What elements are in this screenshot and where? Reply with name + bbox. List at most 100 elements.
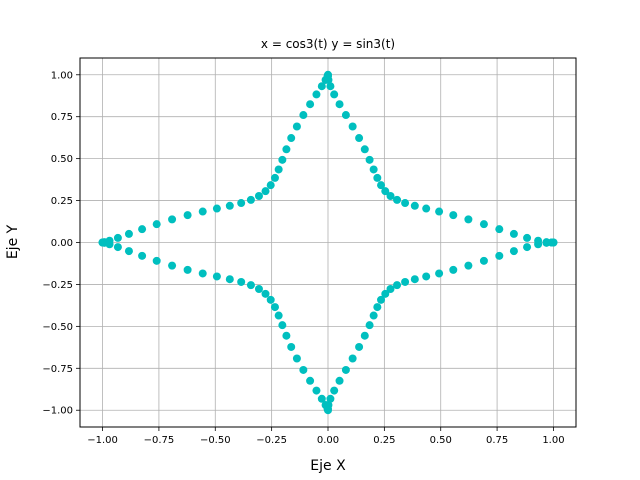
data-point	[254, 284, 263, 293]
data-point	[198, 207, 207, 216]
data-point	[365, 321, 374, 330]
data-point	[225, 275, 234, 284]
data-point	[393, 195, 402, 204]
data-point	[330, 386, 339, 395]
data-point	[464, 215, 473, 224]
data-point	[355, 134, 364, 143]
y-tick-label: 0.75	[51, 112, 73, 123]
data-point	[360, 145, 369, 154]
data-point	[321, 75, 330, 84]
y-tick-label: 0.25	[51, 196, 73, 207]
x-tick-label: −0.75	[144, 435, 175, 446]
data-point	[237, 199, 246, 208]
data-point	[495, 251, 504, 260]
data-point	[326, 394, 335, 403]
data-point	[274, 311, 283, 320]
data-point	[292, 122, 301, 131]
y-tick-label: −1.00	[42, 406, 73, 417]
x-tick-label: −0.50	[200, 435, 231, 446]
data-point	[152, 220, 161, 229]
data-point	[360, 331, 369, 340]
data-point	[274, 165, 283, 174]
data-point	[549, 238, 558, 247]
data-point	[278, 321, 287, 330]
data-point	[341, 111, 350, 120]
data-point	[152, 256, 161, 265]
data-point	[386, 284, 395, 293]
data-point	[266, 181, 275, 190]
data-point	[312, 90, 321, 99]
data-point	[449, 265, 458, 274]
data-point	[335, 100, 344, 109]
data-point	[183, 211, 192, 220]
data-point	[369, 311, 378, 320]
data-point	[292, 354, 301, 363]
data-point	[168, 215, 177, 224]
data-point	[324, 401, 333, 410]
scatter-points	[98, 70, 558, 415]
data-point	[168, 261, 177, 270]
data-point	[386, 192, 395, 201]
data-point	[464, 261, 473, 270]
data-point	[435, 207, 444, 216]
x-axis-title: Eje X	[310, 458, 346, 474]
chart-title: x = cos3(t) y = sin3(t)	[261, 37, 395, 51]
data-point	[523, 233, 532, 242]
data-point	[306, 376, 315, 385]
data-point	[381, 187, 390, 196]
y-axis-title: Eje Y	[5, 224, 21, 259]
x-tick-label: −1.00	[87, 435, 118, 446]
x-tick-label: −0.25	[256, 435, 287, 446]
data-point	[246, 195, 255, 204]
y-tick-label: 1.00	[51, 70, 73, 81]
data-point	[138, 225, 147, 234]
data-point	[113, 243, 122, 252]
data-point	[330, 90, 339, 99]
data-point	[381, 289, 390, 298]
data-point	[278, 155, 287, 164]
data-point	[401, 199, 410, 208]
data-point	[270, 303, 279, 312]
data-point	[410, 275, 419, 284]
data-point	[449, 211, 458, 220]
data-point	[237, 277, 246, 286]
data-point	[317, 82, 326, 91]
data-point	[401, 277, 410, 286]
data-point	[124, 229, 133, 238]
data-point	[373, 173, 382, 182]
data-point	[348, 122, 357, 131]
data-point	[509, 247, 518, 256]
data-point	[312, 386, 321, 395]
data-point	[282, 145, 291, 154]
data-point	[509, 229, 518, 238]
data-point	[377, 295, 386, 304]
x-tick-label: 0.50	[430, 435, 452, 446]
data-point	[317, 394, 326, 403]
y-tick-label: −0.50	[42, 322, 73, 333]
y-tick-label: 0.50	[51, 154, 73, 165]
data-point	[435, 269, 444, 278]
data-point	[138, 251, 147, 260]
data-point	[479, 220, 488, 229]
data-point	[341, 365, 350, 374]
y-axis-ticks: −1.00 −0.75 −0.50 −0.25 0.00 0.25 0.50 0.75 1.00	[42, 70, 80, 417]
y-tick-label: −0.25	[42, 280, 73, 291]
data-point	[377, 181, 386, 190]
data-point	[373, 303, 382, 312]
data-point	[198, 269, 207, 278]
data-point	[225, 201, 234, 210]
data-point	[523, 243, 532, 252]
data-point	[261, 289, 270, 298]
data-point	[410, 201, 419, 210]
data-point	[393, 281, 402, 290]
data-point	[534, 240, 543, 249]
data-point	[254, 192, 263, 201]
data-point	[105, 240, 114, 249]
y-tick-label: −0.75	[42, 364, 73, 375]
data-point	[369, 165, 378, 174]
data-point	[287, 134, 296, 143]
data-point	[246, 281, 255, 290]
data-point	[266, 295, 275, 304]
x-tick-label: 0.75	[486, 435, 508, 446]
